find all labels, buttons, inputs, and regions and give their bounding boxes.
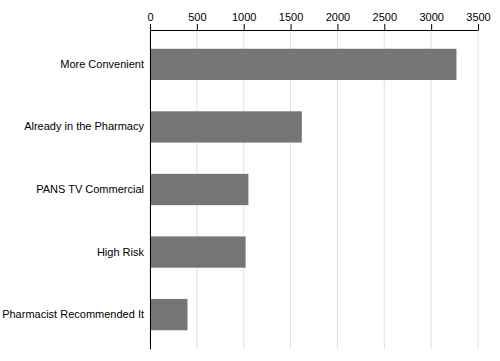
tick: High Risk <box>97 246 145 258</box>
tick-label: 1500 <box>279 11 303 23</box>
tick-mark <box>337 24 338 30</box>
chart: 0 500 1000 1500 2000 2500 3000 3500 Pharmacist R… <box>0 0 500 361</box>
tick: Pharmacist Recommended It <box>2 308 144 320</box>
tick: 3000 <box>419 11 443 30</box>
tick: 1000 <box>232 11 256 30</box>
tick: More Convenient <box>60 58 144 70</box>
bar <box>150 299 187 330</box>
tick-label: High Risk <box>97 246 145 258</box>
tick-mark <box>431 24 432 30</box>
tick: PANS TV Commercial <box>36 183 144 195</box>
bar <box>150 236 246 267</box>
grid-line <box>150 30 151 349</box>
tick-mark <box>384 24 385 30</box>
tick-mark <box>478 24 479 30</box>
tick: 1500 <box>279 11 303 30</box>
axis-domain <box>151 30 479 31</box>
tick: 2000 <box>326 11 350 30</box>
tick-mark <box>244 24 245 30</box>
tick-label: 1000 <box>232 11 256 23</box>
bar <box>150 174 248 205</box>
tick: 2500 <box>373 11 397 30</box>
grid-line <box>478 30 479 349</box>
tick-label: 3500 <box>466 11 490 23</box>
tick-label: More Convenient <box>60 58 144 70</box>
plot: 0 500 1000 1500 2000 2500 3000 3500 Pharmacist R… <box>2 11 491 350</box>
axis-domain <box>150 31 151 350</box>
tick-label: 2000 <box>326 11 350 23</box>
tick-label: Pharmacist Recommended It <box>2 308 144 320</box>
tick-mark <box>150 24 151 30</box>
tick-label: Already in the Pharmacy <box>24 120 144 132</box>
bar <box>150 49 456 80</box>
tick-mark <box>197 24 198 30</box>
tick-label: 2500 <box>373 11 397 23</box>
tick: Already in the Pharmacy <box>24 120 144 132</box>
tick-label: 0 <box>147 11 153 23</box>
tick-label: 3000 <box>419 11 443 23</box>
tick-label: PANS TV Commercial <box>36 183 144 195</box>
bars <box>150 49 456 330</box>
tick-label: 500 <box>188 11 206 23</box>
tick-mark <box>291 24 292 30</box>
tick: 3500 <box>466 11 490 30</box>
tick: 500 <box>188 11 206 30</box>
grid <box>150 30 478 349</box>
bar <box>150 111 302 142</box>
y-axis: Pharmacist Recommended It High Risk PANS T… <box>2 31 150 350</box>
x-axis: 0 500 1000 1500 2000 2500 3000 3500 <box>147 11 490 31</box>
tick: 0 <box>147 11 153 30</box>
